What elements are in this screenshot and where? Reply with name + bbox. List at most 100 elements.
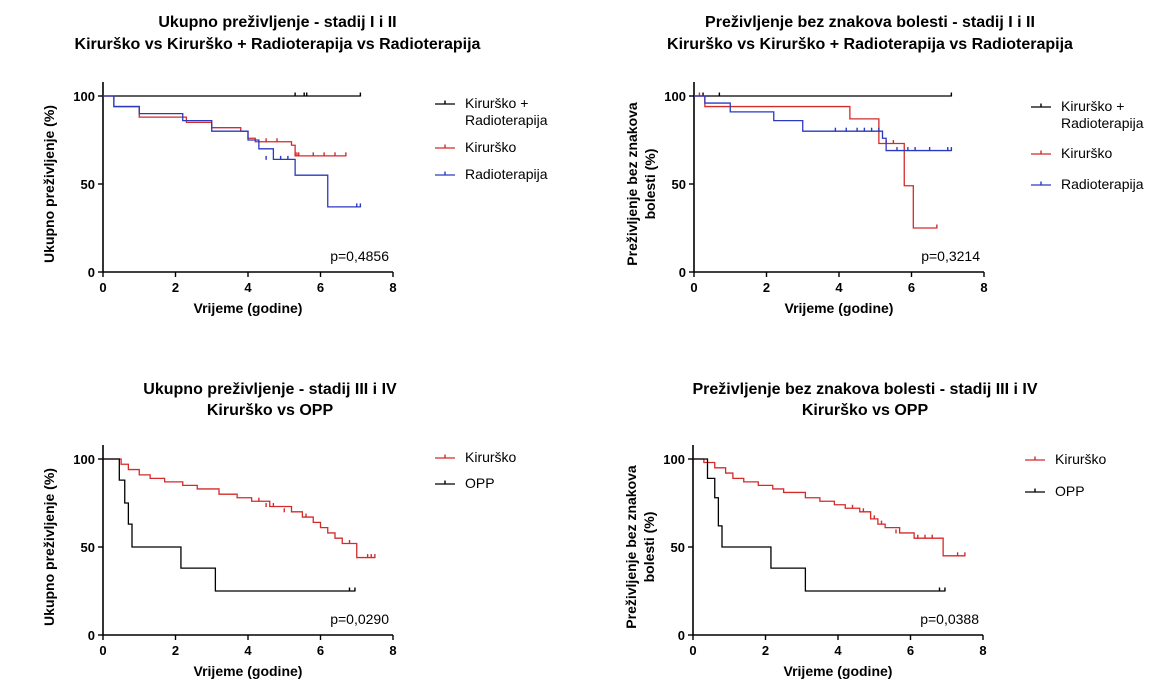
legend-item: Radioterapija [1031,176,1144,194]
chart-title-line2: Kirurško vs OPP [801,402,929,419]
x-tick-label: 4 [244,643,252,658]
x-tick-label: 6 [317,280,324,295]
x-tick-label: 8 [389,280,396,295]
y-axis-label-line2: bolesti (%) [642,149,658,220]
y-tick-label: 100 [664,89,686,104]
legend-label: Kirurško [1055,451,1107,467]
km-plot: 0 2 4 6 8 0 50 100 Vrijeme (godine) Preživljenje … [623,445,987,679]
chart-title-line1: Ukupno preživljenje - stadij I i II [158,14,397,31]
y-tick-label: 0 [679,265,686,280]
series-0 [103,92,362,97]
x-tick-label: 2 [763,280,770,295]
legend-item: Kirurško + Radioterapija [435,95,548,129]
p-value-label: p=0,3214 [921,248,980,264]
chart-title-line1: Preživljenje bez znakova bolesti - stadi… [705,14,1035,31]
legend-item: Kirurško [435,139,516,157]
legend-swatch [1031,103,1051,108]
y-tick-label: 50 [81,540,95,555]
chart-title-line2: Kirurško vs Kirurško + Radioterapija vs … [74,36,481,53]
series-0 [693,458,966,557]
y-tick-label: 100 [663,452,685,467]
legend-swatch [435,454,455,459]
y-tick-label: 50 [672,177,686,192]
legend-swatch [1031,150,1051,155]
legend-swatch [435,480,455,485]
p-value-label: p=0,4856 [330,248,389,264]
series-1 [103,458,356,592]
legend-label: Radioterapija [465,166,548,182]
y-axis-label-line1: Preživljenje bez znakova [624,102,640,266]
x-axis-label: Vrijeme (godine) [785,300,894,316]
survival-curve [103,458,375,559]
legend-swatch [435,144,455,149]
x-tick-label: 0 [690,280,697,295]
survival-curve [694,95,952,152]
legend-swatch [1025,488,1045,493]
p-value-label: p=0,0290 [330,611,389,627]
legend-item: Kirurško [1025,451,1106,469]
x-tick-label: 0 [689,643,696,658]
x-tick-label: 4 [835,280,843,295]
y-tick-label: 100 [73,452,95,467]
x-tick-label: 0 [99,280,106,295]
y-tick-label: 0 [88,628,95,643]
x-axis-label: Vrijeme (godine) [784,663,893,679]
series-1 [694,92,938,229]
legend-swatch [435,100,455,105]
legend-label: OPP [465,475,495,491]
survival-curve [693,458,945,592]
x-tick-label: 8 [389,643,396,658]
legend-label: Kirurško + Radioterapija [465,95,548,128]
chart-panel-dfs-stage-1-2: Preživljenje bez znakova bolesti - stadi… [580,0,1163,340]
x-tick-label: 6 [907,643,914,658]
survival-curve [103,458,355,592]
series-2 [103,95,362,208]
chart-title-line2: Kirurško vs OPP [206,402,334,419]
y-axis-label-line2: bolesti (%) [641,512,657,583]
legend-item: Kirurško [435,449,516,467]
km-plot: 0 2 4 6 8 0 50 100 Vrijeme (godine) Ukupno preživ… [41,82,397,316]
y-axis-label: Ukupno preživljenje (%) [41,468,57,626]
legend-label: Radioterapija [1061,176,1144,192]
x-tick-label: 4 [244,280,252,295]
legend-swatch [435,171,455,176]
km-plot: 0 2 4 6 8 0 50 100 Vrijeme (godine) Ukupno preživ… [41,445,397,679]
km-plot: 0 2 4 6 8 0 50 100 Vrijeme (godine) Preživljenje … [624,82,988,316]
y-tick-label: 50 [81,177,95,192]
x-tick-label: 8 [980,280,987,295]
legend-label: Kirurško [465,139,517,155]
legend-label: Kirurško [1061,145,1113,161]
survival-curve [694,95,937,229]
series-1 [693,458,946,592]
x-tick-label: 2 [762,643,769,658]
y-axis-label: Ukupno preživljenje (%) [41,105,57,263]
legend-item: Radioterapija [435,166,548,184]
legend-item: OPP [435,475,495,493]
series-0 [103,458,376,559]
chart-title-line1: Preživljenje bez znakova bolesti - stadi… [692,381,1038,398]
x-axis-label: Vrijeme (godine) [194,663,303,679]
survival-curve [103,95,346,157]
legend-label: OPP [1055,483,1085,499]
y-tick-label: 0 [678,628,685,643]
survival-curve [103,95,361,208]
series-2 [694,95,953,152]
y-axis-label-line1: Preživljenje bez znakova [623,465,639,629]
p-value-label: p=0,0388 [920,611,979,627]
legend-item: OPP [1025,483,1085,501]
y-tick-label: 50 [671,540,685,555]
chart-panel-os-stage-1-2: Ukupno preživljenje - stadij I i II Kiru… [0,0,580,340]
chart-panel-dfs-stage-3-4: Preživljenje bez znakova bolesti - stadi… [580,340,1163,686]
survival-curve [693,458,965,557]
chart-title-line2: Kirurško vs Kirurško + Radioterapija vs … [667,36,1073,53]
chart-title-line1: Ukupno preživljenje - stadij III i IV [143,381,397,398]
y-tick-label: 0 [88,265,95,280]
x-tick-label: 6 [908,280,915,295]
series-0 [694,92,953,97]
x-tick-label: 0 [99,643,106,658]
series-1 [103,95,347,157]
x-tick-label: 6 [317,643,324,658]
x-tick-label: 2 [172,643,179,658]
x-tick-label: 2 [172,280,179,295]
x-axis-label: Vrijeme (godine) [194,300,303,316]
